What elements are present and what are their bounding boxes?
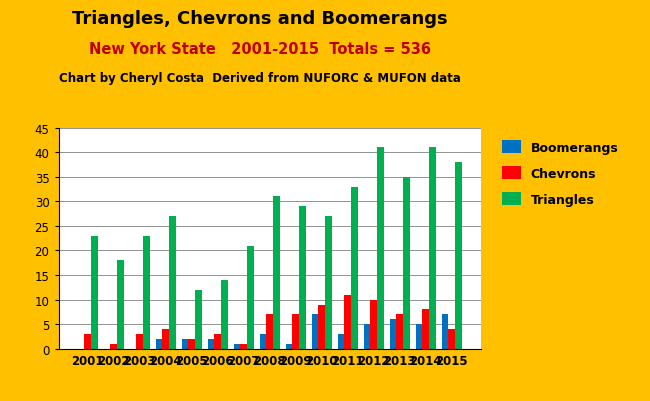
Bar: [181, 339, 188, 349]
Bar: [84, 334, 91, 349]
Bar: [370, 300, 377, 349]
Bar: [143, 236, 150, 349]
Bar: [273, 197, 280, 349]
Bar: [169, 217, 176, 349]
Bar: [195, 290, 202, 349]
Text: New York State   2001-2015  Totals = 536: New York State 2001-2015 Totals = 536: [89, 42, 431, 57]
Bar: [448, 329, 455, 349]
Bar: [247, 246, 254, 349]
Bar: [344, 295, 351, 349]
Bar: [259, 334, 266, 349]
Bar: [318, 305, 325, 349]
Bar: [162, 329, 169, 349]
Bar: [403, 177, 410, 349]
Text: Triangles, Chevrons and Boomerangs: Triangles, Chevrons and Boomerangs: [72, 10, 448, 28]
Bar: [155, 339, 162, 349]
Bar: [377, 148, 384, 349]
Bar: [363, 324, 370, 349]
Bar: [214, 334, 221, 349]
Bar: [415, 324, 423, 349]
Bar: [351, 187, 358, 349]
Bar: [389, 320, 396, 349]
Bar: [221, 280, 228, 349]
Bar: [285, 344, 293, 349]
Bar: [117, 261, 124, 349]
Bar: [299, 207, 306, 349]
Bar: [233, 344, 240, 349]
Text: Chart by Cheryl Costa  Derived from NUFORC & MUFON data: Chart by Cheryl Costa Derived from NUFOR…: [59, 72, 461, 85]
Bar: [455, 163, 461, 349]
Bar: [91, 236, 98, 349]
Bar: [207, 339, 214, 349]
Bar: [111, 344, 117, 349]
Bar: [325, 217, 332, 349]
Bar: [136, 334, 143, 349]
Bar: [188, 339, 195, 349]
Bar: [240, 344, 247, 349]
Bar: [266, 314, 273, 349]
Bar: [429, 148, 436, 349]
Bar: [337, 334, 345, 349]
Legend: Boomerangs, Chevrons, Triangles: Boomerangs, Chevrons, Triangles: [496, 135, 625, 213]
Bar: [311, 314, 318, 349]
Bar: [422, 310, 429, 349]
Bar: [441, 314, 448, 349]
Bar: [396, 314, 403, 349]
Bar: [292, 314, 299, 349]
